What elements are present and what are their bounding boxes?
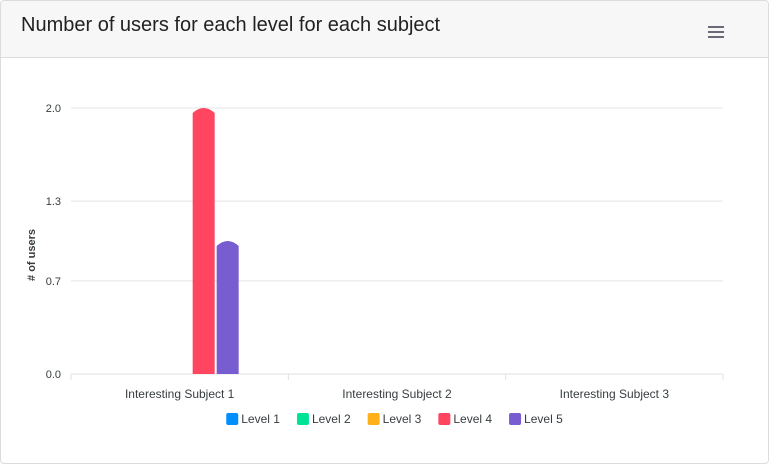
- menu-line: [708, 26, 724, 28]
- y-tick-label: 0.0: [46, 369, 61, 381]
- legend-marker: [226, 413, 239, 425]
- legend-label: Level 3: [383, 412, 422, 426]
- x-tick-label: Interesting Subject 3: [560, 387, 670, 401]
- menu-line: [708, 31, 724, 33]
- legend-item[interactable]: Level 2: [296, 412, 351, 426]
- y-tick-label: 0.7: [46, 276, 61, 288]
- legend-marker: [509, 413, 522, 425]
- legend-label: Level 2: [312, 412, 351, 426]
- bar-chart: 0.0 0.7 1.3 2.0 # of users Interesting Subjec…: [26, 103, 724, 426]
- bar-level-5[interactable]: [216, 241, 239, 374]
- legend-marker: [438, 413, 451, 425]
- legend-label: Level 1: [241, 412, 280, 426]
- legend-item[interactable]: Level 3: [367, 412, 422, 426]
- legend-item[interactable]: Level 5: [509, 412, 563, 426]
- menu-line: [708, 36, 724, 38]
- bar-level-4[interactable]: [192, 108, 215, 374]
- card-header: Number of users for each level for each …: [1, 1, 768, 58]
- legend-item[interactable]: Level 1: [226, 412, 280, 426]
- x-tick-label: Interesting Subject 1: [125, 387, 235, 401]
- y-axis-title: # of users: [26, 229, 38, 281]
- x-tick-label: Interesting Subject 2: [342, 387, 452, 401]
- legend-item[interactable]: Level 4: [438, 412, 492, 426]
- legend-marker: [296, 413, 309, 425]
- y-tick-label: 2.0: [46, 103, 61, 115]
- legend-label: Level 4: [453, 412, 492, 426]
- legend-label: Level 5: [524, 412, 563, 426]
- legend-marker: [367, 413, 380, 425]
- chart-title: Number of users for each level for each …: [21, 14, 441, 36]
- hamburger-menu-icon[interactable]: [705, 23, 727, 41]
- y-tick-label: 1.3: [46, 196, 61, 208]
